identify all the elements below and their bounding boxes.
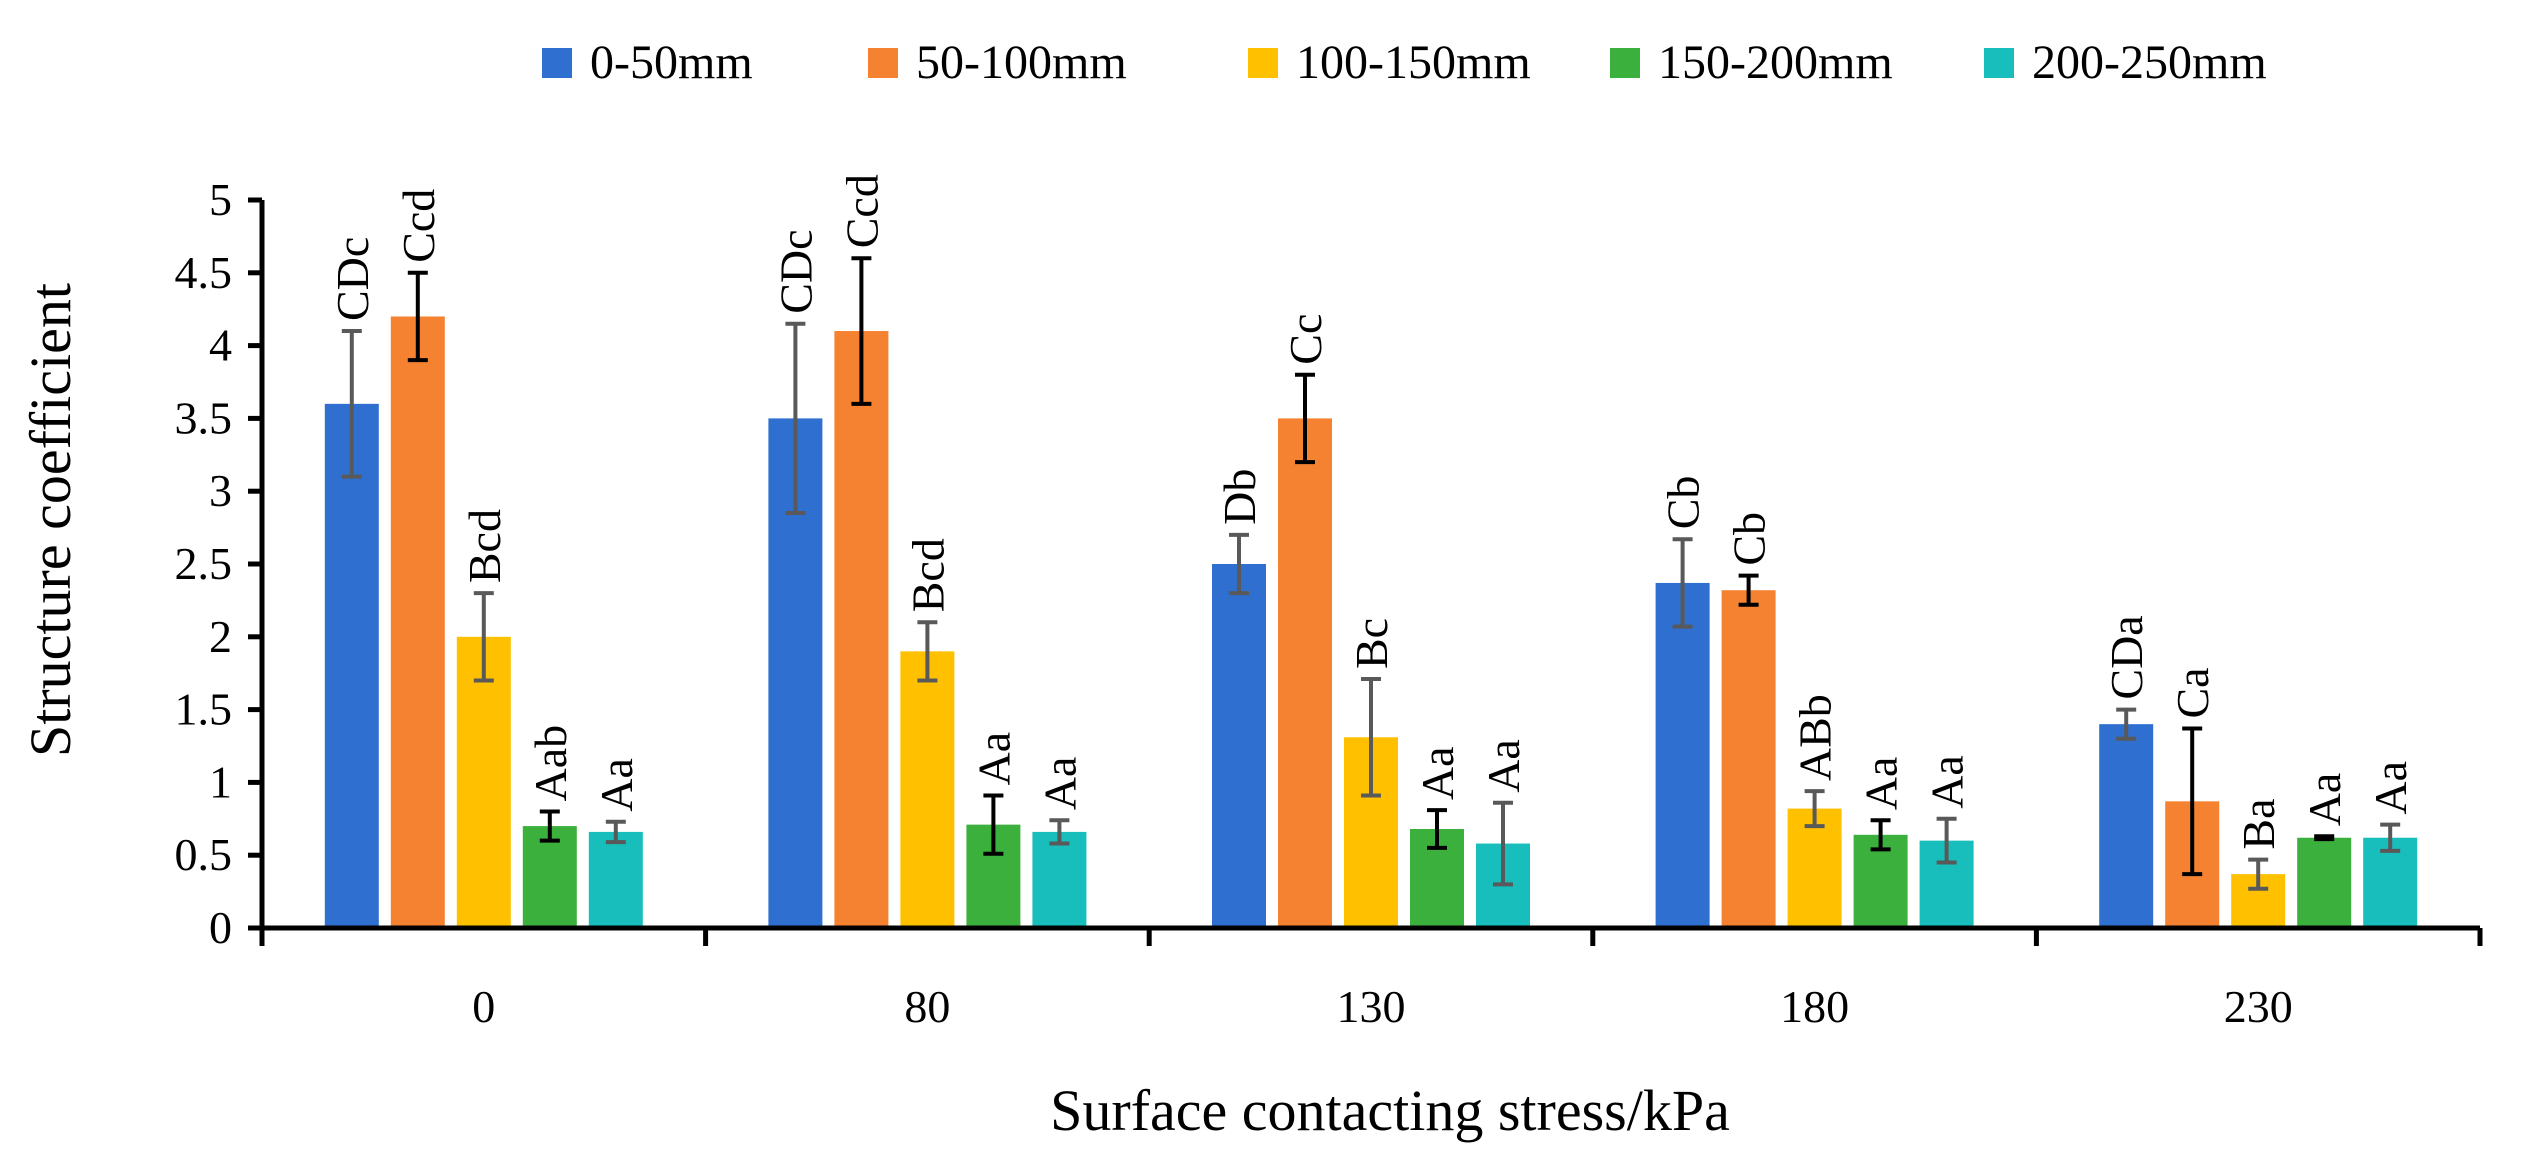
significance-label: Aa xyxy=(1478,739,1529,793)
bar-100-150mm-180 xyxy=(1787,808,1842,928)
significance-label: Ba xyxy=(2233,798,2284,849)
significance-label: Ccd xyxy=(836,174,887,248)
significance-label: Bcd xyxy=(459,509,510,583)
significance-label: Ca xyxy=(2167,667,2218,718)
significance-label: Aa xyxy=(1034,757,1085,811)
legend: 0-50mm 50-100mm 100-150mm 150-200mm 200-250m… xyxy=(542,36,2267,89)
x-axis-title: Surface contacting stress/kPa xyxy=(1050,1078,1730,1143)
significance-label: Cc xyxy=(1280,314,1331,365)
y-tick-label: 0 xyxy=(209,902,232,953)
legend-swatch-0-50mm xyxy=(542,48,572,78)
legend-swatch-200-250mm xyxy=(1984,48,2014,78)
bar-0-50mm-230 xyxy=(2099,724,2154,928)
bar-0-50mm-0 xyxy=(324,403,379,929)
bar-50-100mm-80 xyxy=(834,331,889,928)
significance-label: Ccd xyxy=(393,189,444,263)
bar-200-250mm-0 xyxy=(588,831,643,928)
legend-swatch-150-200mm xyxy=(1610,48,1640,78)
legend-label-0-50mm: 0-50mm xyxy=(590,36,753,89)
significance-label: CDa xyxy=(2101,615,2152,699)
significance-label: Db xyxy=(1214,469,1265,525)
bar-100-150mm-0 xyxy=(456,636,511,928)
bar-0-50mm-130 xyxy=(1212,564,1266,928)
bar-0-50mm-180 xyxy=(1655,582,1710,928)
y-tick-label: 5 xyxy=(209,174,232,225)
y-tick-label: 1 xyxy=(209,756,232,807)
bar-50-100mm-0 xyxy=(390,316,445,929)
y-tick-label: 3.5 xyxy=(175,392,233,443)
bar-50-100mm-130 xyxy=(1278,418,1332,928)
bar-200-250mm-80 xyxy=(1032,831,1087,928)
bar-150-200mm-230 xyxy=(2297,837,2352,928)
x-tick-label: 0 xyxy=(472,981,495,1032)
significance-label: Aa xyxy=(591,758,642,812)
legend-label-50-100mm: 50-100mm xyxy=(916,36,1127,89)
significance-label: Aa xyxy=(968,732,1019,786)
y-tick-label: 0.5 xyxy=(175,829,233,880)
significance-label: Aa xyxy=(2299,773,2350,827)
significance-label: CDc xyxy=(770,229,821,313)
y-tick-label: 4.5 xyxy=(175,247,233,298)
significance-label: Aa xyxy=(1856,757,1907,811)
axes: 0 0.5 1 1.5 2 2.5 3 3.5 4 4.5 5 0 80 130 180 230 xyxy=(175,174,2483,1032)
significance-label: ABb xyxy=(1790,694,1841,781)
x-tick-label: 80 xyxy=(904,981,950,1032)
significance-label: Bc xyxy=(1346,618,1397,669)
legend-label-150-200mm: 150-200mm xyxy=(1658,36,1893,89)
significance-label: CDc xyxy=(327,237,378,321)
legend-label-100-150mm: 100-150mm xyxy=(1296,36,1531,89)
legend-swatch-100-150mm xyxy=(1248,48,1278,78)
significance-label: Bcd xyxy=(902,538,953,612)
y-tick-label: 1.5 xyxy=(175,684,233,735)
bar-100-150mm-80 xyxy=(900,651,955,928)
bar-150-200mm-0 xyxy=(522,826,577,928)
legend-swatch-50-100mm xyxy=(868,48,898,78)
y-tick-label: 2.5 xyxy=(175,538,233,589)
bars-area: CDc CDc Db Cb CDa Ccd Ccd Cc Cb Ca Bcd Bcd Bc ABb Ba Aa… xyxy=(324,174,2418,929)
significance-label: Aa xyxy=(1922,755,1973,809)
y-axis-title: Structure coefficient xyxy=(18,283,83,757)
x-tick-label: 130 xyxy=(1337,981,1406,1032)
y-tick-label: 4 xyxy=(209,320,232,371)
significance-label: Aa xyxy=(1412,746,1463,800)
significance-label: Cb xyxy=(1724,512,1775,566)
legend-label-200-250mm: 200-250mm xyxy=(2032,36,2267,89)
significance-label: Cb xyxy=(1658,476,1709,530)
significance-label: Aa xyxy=(2365,761,2416,815)
y-tick-label: 3 xyxy=(209,465,232,516)
x-tick-label: 180 xyxy=(1780,981,1849,1032)
x-tick-label: 230 xyxy=(2224,981,2293,1032)
bar-50-100mm-180 xyxy=(1721,590,1776,928)
significance-label: Aab xyxy=(525,725,576,802)
y-tick-label: 2 xyxy=(209,611,232,662)
